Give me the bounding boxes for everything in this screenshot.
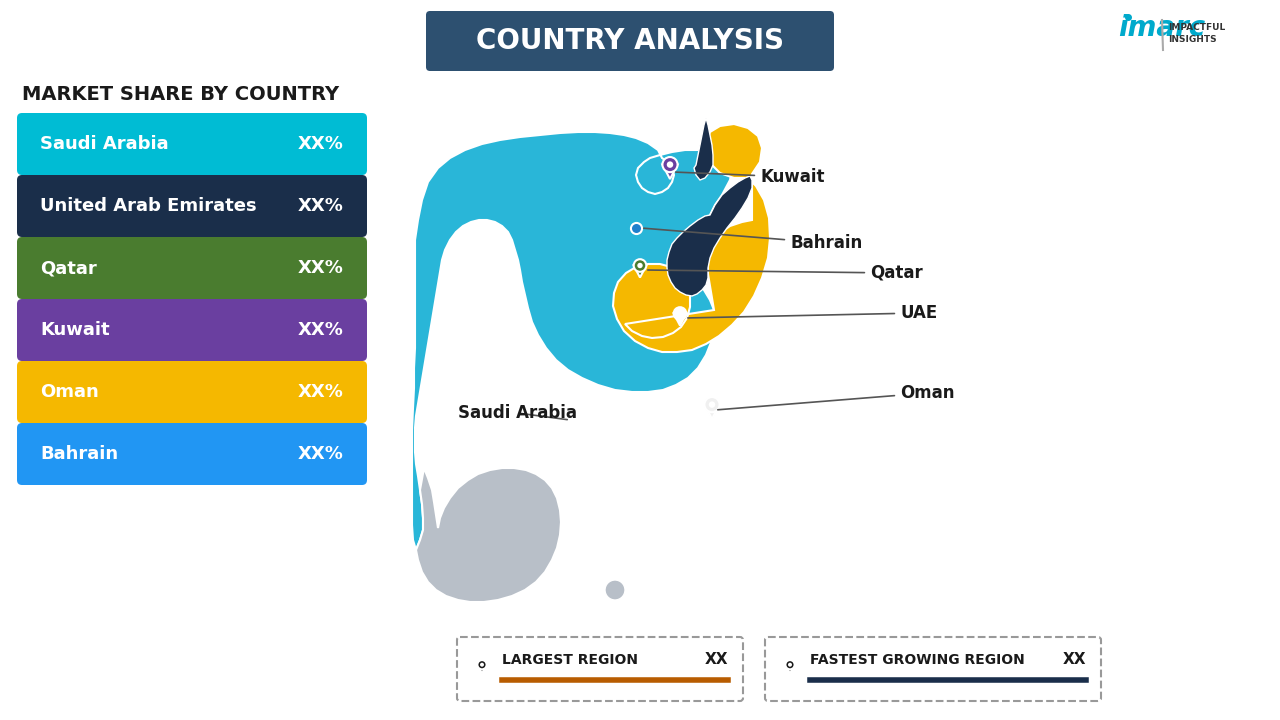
Polygon shape [416,468,561,602]
Circle shape [677,311,682,316]
FancyBboxPatch shape [17,237,367,299]
Circle shape [788,662,792,667]
Circle shape [673,307,686,320]
Circle shape [477,660,486,670]
FancyBboxPatch shape [17,175,367,237]
Text: MARKET SHARE BY COUNTRY: MARKET SHARE BY COUNTRY [22,86,339,104]
Text: Qatar: Qatar [648,264,923,282]
Circle shape [663,157,677,172]
FancyBboxPatch shape [457,637,742,701]
Text: Qatar: Qatar [40,259,97,277]
Text: United Arab Emirates: United Arab Emirates [40,197,256,215]
Text: FASTEST GROWING REGION: FASTEST GROWING REGION [810,653,1025,667]
Polygon shape [694,118,713,180]
Text: Oman: Oman [718,384,955,410]
Text: COUNTRY ANALYSIS: COUNTRY ANALYSIS [476,27,783,55]
FancyBboxPatch shape [17,361,367,423]
Circle shape [637,263,643,268]
Text: imarc: imarc [1117,14,1206,42]
Polygon shape [673,313,686,325]
Circle shape [480,662,484,667]
Polygon shape [667,176,753,296]
Text: XX%: XX% [298,383,344,401]
Text: XX%: XX% [298,259,344,277]
Text: LARGEST REGION: LARGEST REGION [502,653,637,667]
Text: Bahrain: Bahrain [40,445,118,463]
Polygon shape [634,266,646,277]
Text: UAE: UAE [687,304,937,322]
Text: Kuwait: Kuwait [40,321,110,339]
Polygon shape [704,405,719,419]
Circle shape [634,259,646,271]
Polygon shape [786,665,795,673]
Text: XX: XX [1062,652,1085,667]
Text: Saudi Arabia: Saudi Arabia [458,404,577,422]
Text: Saudi Arabia: Saudi Arabia [40,135,169,153]
Polygon shape [477,665,486,673]
Text: Kuwait: Kuwait [676,168,824,186]
Text: IMPACTFUL: IMPACTFUL [1169,24,1225,32]
Circle shape [709,401,716,408]
Polygon shape [562,415,577,429]
FancyBboxPatch shape [426,11,835,71]
Text: XX%: XX% [298,445,344,463]
FancyBboxPatch shape [17,423,367,485]
Circle shape [667,161,673,168]
Text: XX: XX [704,652,728,667]
FancyBboxPatch shape [17,113,367,175]
Text: XX%: XX% [298,321,344,339]
Circle shape [562,407,577,422]
Polygon shape [613,124,771,352]
Text: INSIGHTS: INSIGHTS [1169,35,1216,45]
Text: Oman: Oman [40,383,99,401]
FancyBboxPatch shape [17,299,367,361]
Circle shape [567,411,573,418]
Circle shape [704,397,719,412]
Text: XX%: XX% [298,197,344,215]
FancyBboxPatch shape [765,637,1101,701]
Text: Bahrain: Bahrain [644,228,863,252]
Circle shape [605,580,625,600]
Polygon shape [412,132,732,550]
Circle shape [786,660,795,670]
Polygon shape [663,165,677,179]
Text: XX%: XX% [298,135,344,153]
